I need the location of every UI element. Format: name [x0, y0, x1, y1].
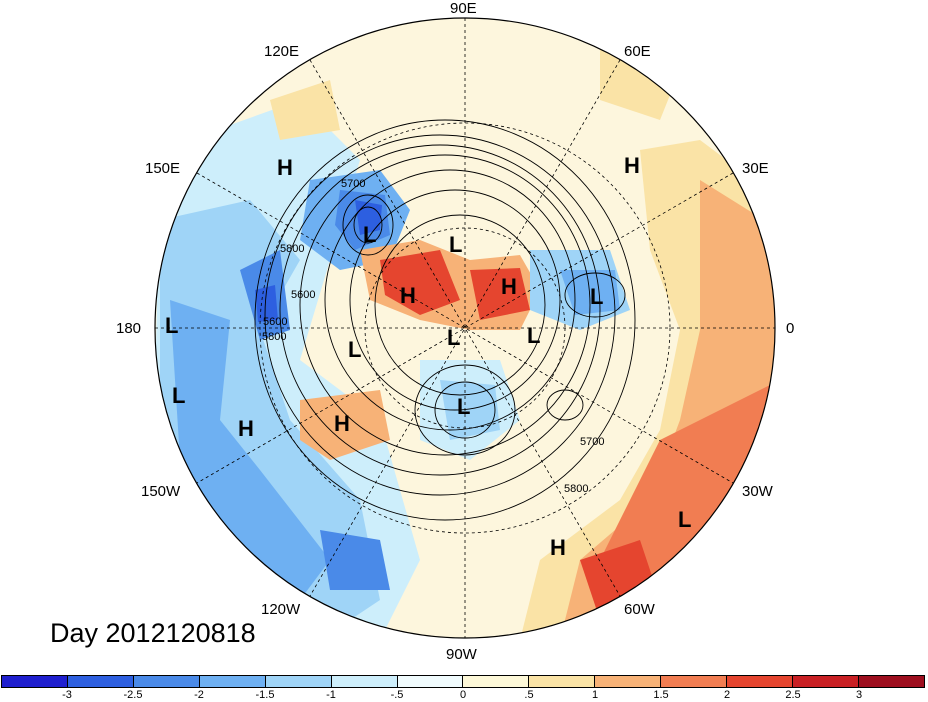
colorbar-tick-label: 2.5	[785, 689, 801, 701]
low-dateline: L	[165, 313, 178, 338]
low-north-canada: L	[447, 325, 460, 350]
low-central-atlantic: L	[678, 507, 691, 532]
lon-0: 0	[786, 320, 794, 337]
colorbar-box	[133, 676, 200, 687]
graticule	[155, 18, 775, 638]
colorbar-box	[397, 676, 464, 687]
colorbar-box	[858, 676, 924, 687]
pressure-centers: H L L H H L H L L L L L L H H L H	[165, 153, 691, 560]
low-east-asia: L	[363, 222, 376, 247]
contour-label: 5600	[263, 316, 287, 328]
lon-30w: 30W	[742, 483, 774, 500]
lon-150e: 150E	[145, 160, 180, 177]
high-north-africa: H	[624, 153, 640, 178]
lon-120e: 120E	[264, 43, 299, 60]
colorbar-tick-label: -1	[326, 689, 336, 701]
date-label: Day 2012120818	[50, 618, 256, 648]
contour-labels: 5700 5800 5600 5800 5700 5800 5600	[262, 178, 604, 495]
low-north-pacific: L	[172, 383, 185, 408]
contour-label: 5600	[291, 289, 315, 301]
low-scandinavia: L	[590, 284, 603, 309]
contour-label: 5800	[262, 331, 286, 343]
colorbar-tick-label: 3	[855, 689, 863, 701]
colorbar-box	[199, 676, 266, 687]
colorbar-box	[331, 676, 398, 687]
high-arctic-ocean: H	[400, 283, 416, 308]
colorbar-tick-label: 1	[591, 689, 599, 701]
lon-90w: 90W	[446, 646, 478, 663]
high-pacific: H	[238, 416, 254, 441]
colorbar-box	[595, 676, 662, 687]
low-kara: L	[449, 232, 462, 257]
contour-label: 5800	[280, 243, 304, 255]
high-gulf-alaska: H	[334, 411, 350, 436]
colorbar-tick-label: 2	[723, 689, 731, 701]
colorbar-box	[529, 676, 596, 687]
low-baffin: L	[527, 323, 540, 348]
colorbar-tick-label: 0	[459, 689, 467, 701]
contour-label: 5700	[580, 436, 604, 448]
lon-90e: 90E	[450, 0, 477, 17]
colorbar-tick-label: -.5	[390, 689, 404, 701]
colorbar-tick-label: -3	[62, 689, 72, 701]
colorbar-tick-label: -1.5	[255, 689, 275, 701]
height-contours	[254, 119, 636, 521]
lon-60w: 60W	[624, 601, 656, 618]
lon-120w: 120W	[261, 601, 301, 618]
colorbar-tick-label: -2	[194, 689, 204, 701]
colorbar-tick-label: .5	[524, 689, 534, 701]
lon-180: 180	[116, 320, 141, 337]
colorbar-box	[661, 676, 728, 687]
lon-60e: 60E	[624, 43, 651, 60]
colorbar-box	[727, 676, 794, 687]
colorbar-labels: -3 -2.5 -2 -1.5 -1 -.5 0 .5 1 1.5 2 2.5 3	[1, 689, 925, 702]
longitude-labels: 90E 60E 30E 0 30W 60W 90W 120W 150W 180 …	[116, 0, 794, 663]
colorbar-tick-label: -2.5	[123, 689, 143, 701]
high-siberia: H	[277, 155, 293, 180]
low-beaufort: L	[348, 337, 361, 362]
high-west-atlantic: H	[550, 535, 566, 560]
contour-label: 5700	[341, 178, 365, 190]
lon-150w: 150W	[141, 483, 181, 500]
colorbar	[1, 675, 925, 688]
high-greenland-sea: H	[501, 274, 517, 299]
colorbar-tick-label: 1.5	[653, 689, 669, 701]
colorbar-box	[463, 676, 530, 687]
colorbar-box	[67, 676, 134, 687]
colorbar-box	[265, 676, 332, 687]
lon-30e: 30E	[742, 160, 769, 177]
colorbar-box	[793, 676, 859, 687]
contour-label: 5800	[564, 483, 588, 495]
low-hudson: L	[457, 394, 470, 419]
colorbar-box	[2, 676, 68, 687]
